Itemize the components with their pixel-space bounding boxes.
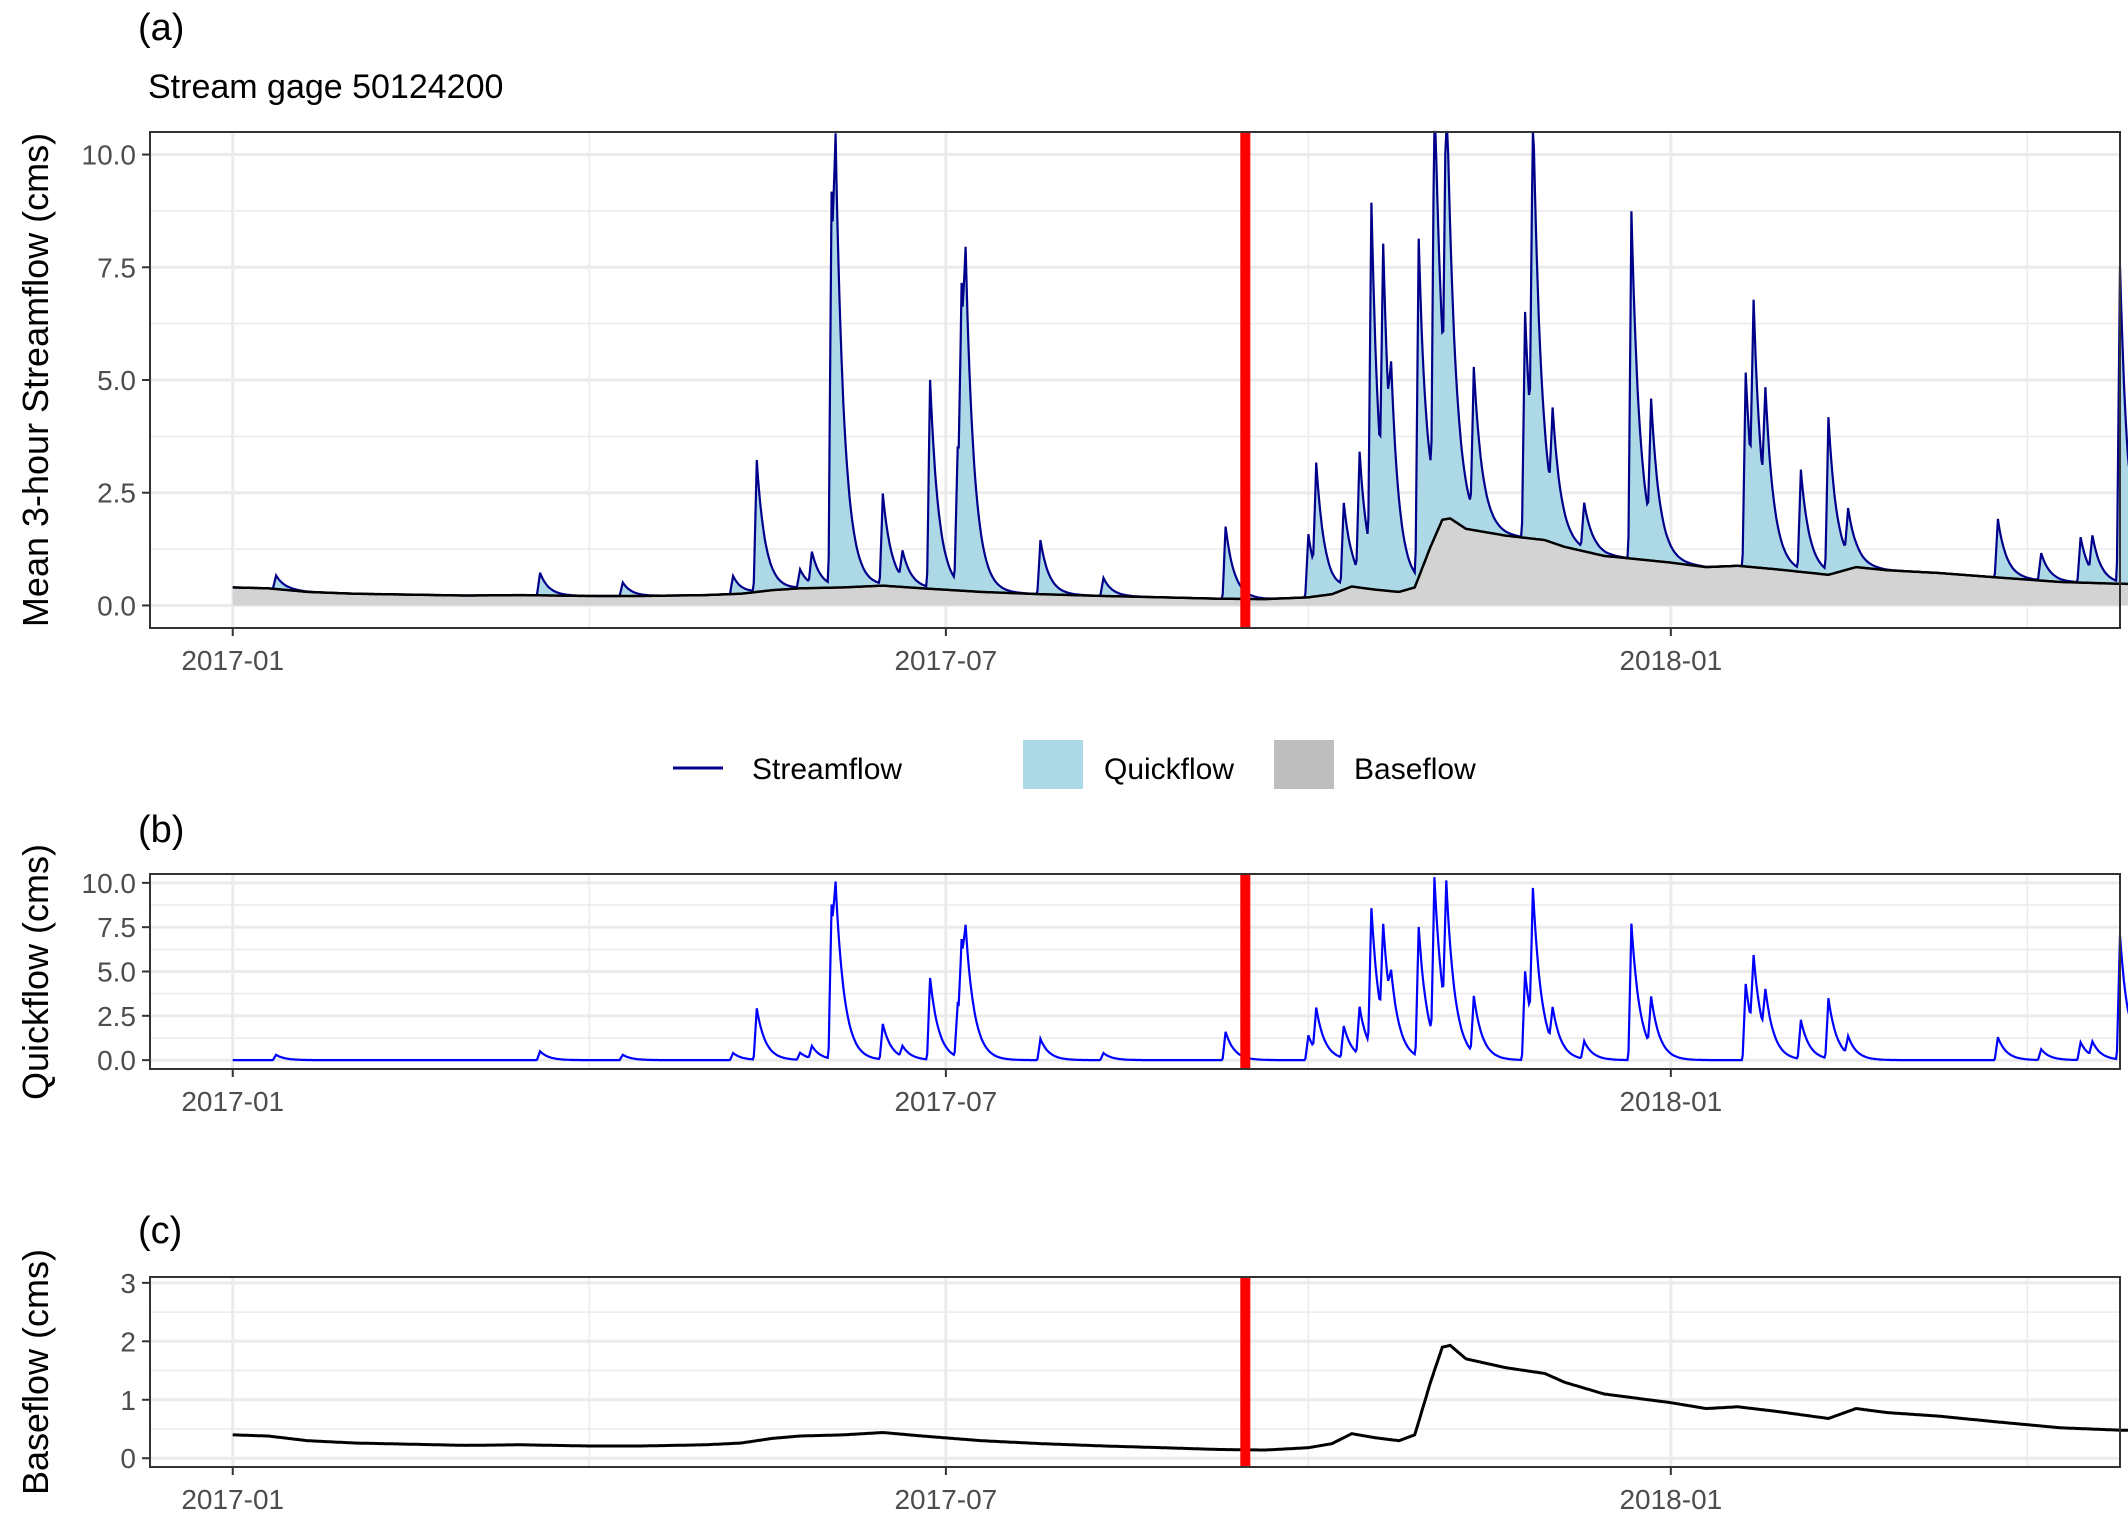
panel-b-axes: 0.0 2.5 5.0 7.5 10.0 2017-01 2017-07 2018-01 [82,868,1723,1117]
ytick-label-c-1: 1 [120,1385,136,1416]
xtick-label-a-0: 2017-01 [181,645,284,676]
panel-a: (a) Stream gage 50124200 0.0 2.5 5.0 7.5 10.… [15,7,2128,676]
ytick-label-a-2: 5.0 [97,365,136,396]
legend-item-baseflow: Baseflow [1274,740,1476,789]
event-marker-c [1240,1277,1251,1467]
ytick-label-b-1: 2.5 [97,1001,136,1032]
xtick-label-c-1: 2017-07 [894,1484,997,1515]
panel-a-tag: (a) [138,7,184,49]
baseflow-line-a [232,517,2128,601]
xtick-label-a-2: 2018-01 [1619,645,1722,676]
ytick-label-b-2: 5.0 [97,957,136,988]
ytick-label-c-3: 3 [120,1268,136,1299]
legend-key-baseflow [1274,740,1334,789]
panel-c-tag: (c) [138,1210,182,1252]
ytick-label-a-4: 10.0 [82,140,137,171]
event-marker-a [1240,132,1251,628]
panel-a-axes: 0.0 2.5 5.0 7.5 10.0 2017-01 2017-07 2018-01 [82,140,1723,676]
xtick-label-b-2: 2018-01 [1619,1086,1722,1117]
panel-c-ylabel: Baseflow (cms) [15,1249,56,1495]
ytick-label-b-3: 7.5 [97,912,136,943]
panel-b-ylabel: Quickflow (cms) [15,844,56,1100]
event-marker-b [1240,874,1251,1069]
panel-c: (c) 0 1 2 3 2017-01 2017-07 2018-01 Baseflow (… [15,1210,2128,1515]
legend-key-quickflow [1023,740,1083,789]
xtick-label-b-1: 2017-07 [894,1086,997,1117]
quickflow-line [232,877,2128,1062]
xtick-label-b-0: 2017-01 [181,1086,284,1117]
panel-b: (b) 0.0 2.5 5.0 7.5 10.0 2017-01 2017-07 2018-0… [15,809,2128,1117]
ytick-label-b-0: 0.0 [97,1045,136,1076]
panel-c-plot-area [150,1277,2120,1467]
panel-c-marks [232,1277,2128,1467]
ytick-label-a-0: 0.0 [97,590,136,621]
panel-c-border [149,1276,2121,1468]
legend: Streamflow Quickflow Baseflow [673,740,1476,789]
legend-item-streamflow: Streamflow [673,753,902,786]
panel-a-marks [232,130,2128,628]
panel-c-axes: 0 1 2 3 2017-01 2017-07 2018-01 [120,1268,1722,1515]
panel-c-grid [150,1277,2120,1467]
panel-a-ylabel: Mean 3-hour Streamflow (cms) [15,133,56,627]
legend-label-quickflow: Quickflow [1104,753,1234,786]
ytick-label-b-4: 10.0 [82,868,137,899]
panel-b-tag: (b) [138,809,184,851]
panel-b-marks [232,874,2128,1069]
baseflow-area [232,518,2128,606]
xtick-label-c-2: 2018-01 [1619,1484,1722,1515]
legend-label-baseflow: Baseflow [1354,753,1476,786]
ytick-label-a-1: 2.5 [97,478,136,509]
xtick-label-a-1: 2017-07 [894,645,997,676]
baseflow-line-c [232,1343,2128,1452]
ytick-label-c-2: 2 [120,1326,136,1357]
xtick-label-c-0: 2017-01 [181,1484,284,1515]
quickflow-area [232,132,2128,600]
legend-item-quickflow: Quickflow [1023,740,1234,789]
ytick-label-a-3: 7.5 [97,252,136,283]
ytick-label-c-0: 0 [120,1443,136,1474]
panel-a-title: Stream gage 50124200 [148,68,503,106]
legend-label-streamflow: Streamflow [752,753,902,786]
